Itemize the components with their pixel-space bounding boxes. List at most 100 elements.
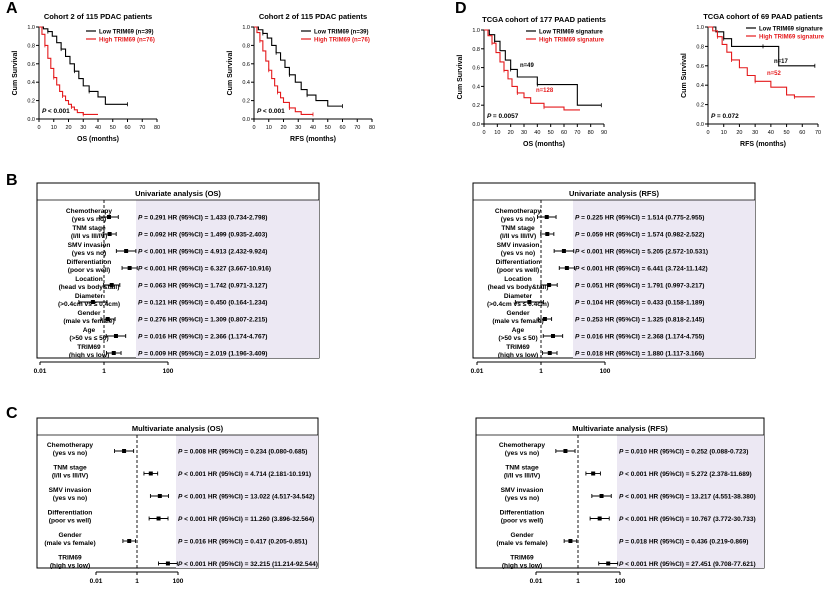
uni-os-hr-point [127, 266, 132, 270]
uni-rfs-hr-point [564, 266, 569, 270]
uni-os-hr-point [106, 215, 111, 219]
multi-rfs-row-variable: TNM stage [505, 465, 539, 472]
uni-rfs-row-stats: P = 0.059 HR (95%CI) = 1.574 (0.982-2.52… [575, 232, 704, 239]
km-os-tcga-xtick-label: 70 [574, 130, 580, 136]
multi-os-hr-point [165, 561, 170, 566]
multi-os-row-comparison: (yes vs no) [53, 450, 87, 457]
uni-rfs-row-stats: P = 0.225 HR (95%CI) = 1.514 (0.775-2.95… [575, 215, 704, 222]
km-os-115-xtick-label: 60 [124, 125, 130, 131]
km-rfs-115-xtick-label: 10 [266, 125, 272, 131]
uni-os-xtick-label: 1 [102, 368, 106, 375]
km-os-tcga-xtick-label: 90 [601, 130, 607, 136]
multi-rfs-row-stats: P < 0.001 HR (95%CI) = 5.272 (2.378-11.6… [619, 471, 752, 478]
uni-rfs-xtick-label: 1 [539, 368, 543, 375]
km-os-tcga-pvalue: P = 0.0057 [487, 113, 519, 120]
multi-rfs-row-comparison: (male vs female) [496, 540, 547, 547]
km-os-115-xtick-label: 30 [80, 125, 86, 131]
multi-os-row-stats: P = 0.008 HR (95%CI) = 0.234 (0.080-0.68… [178, 449, 307, 456]
uni-rfs-hr-point [527, 300, 532, 304]
km-os-115-pvalue: P < 0.001 [42, 108, 70, 115]
multi-rfs-hr-point [591, 471, 596, 476]
km-os-tcga-n-label-low: n=49 [520, 63, 535, 69]
uni-os-hr-point [124, 249, 129, 253]
uni-rfs-row-stats: P = 0.104 HR (95%CI) = 0.433 (0.158-1.18… [575, 300, 704, 307]
km-os-115-ylabel: Cum Survival [12, 51, 19, 96]
multi-os-xtick-label: 100 [173, 578, 184, 585]
km-os-tcga-ytick-label: 0.0 [472, 122, 480, 128]
multi-rfs-hr-point [606, 561, 611, 566]
uni-os-row-comparison: (head vs body&tail) [59, 284, 120, 291]
panel-label-b: B [6, 172, 18, 189]
uni-rfs-hr-point [550, 334, 555, 338]
uni-rfs-hr-point [547, 351, 552, 355]
uni-os-row-stats: P < 0.001 HR (95%CI) = 4.913 (2.432-9.92… [138, 249, 267, 256]
km-os-115-legend-label: High TRIM69 (n=76) [99, 38, 155, 44]
uni-os-hr-point [109, 283, 114, 287]
uni-rfs-row-stats: P = 0.051 HR (95%CI) = 1.791 (0.997-3.21… [575, 283, 704, 290]
uni-os-row-stats: P = 0.016 HR (95%CI) = 2.366 (1.174-4.76… [138, 334, 267, 341]
km-rfs-115-xtick-label: 80 [369, 125, 375, 131]
uni-os-row-variable: Age [83, 327, 96, 334]
multi-rfs-row-variable: TRIM69 [510, 555, 534, 562]
multi-os-xtick-label: 1 [135, 578, 139, 585]
km-rfs-115-xtick-label: 70 [354, 125, 360, 131]
multi-rfs-title: Multivariate analysis (RFS) [572, 424, 668, 433]
km-os-tcga-ytick-label: 1.0 [472, 28, 480, 34]
km-rfs-tcga-xtick-label: 70 [815, 130, 821, 136]
km-rfs-115-legend-label: High TRIM69 (n=76) [314, 38, 370, 44]
uni-os-hr-point [111, 351, 116, 355]
km-os-115-xtick-label: 70 [139, 125, 145, 131]
uni-os-row-comparison: (yes vs no) [72, 250, 106, 257]
km-os-115-ytick-label: 0.6 [27, 62, 35, 68]
uni-os-row-variable: Gender [77, 310, 101, 317]
km-rfs-115-ylabel: Cum Survival [227, 51, 234, 96]
km-os-115-xtick-label: 20 [65, 125, 71, 131]
km-os-tcga-xtick-label: 40 [534, 130, 540, 136]
uni-os-row-variable: Chemotherapy [66, 208, 112, 215]
uni-os-xtick-label: 0.01 [34, 368, 47, 375]
km-os-tcga-xtick-label: 20 [508, 130, 514, 136]
km-rfs-115-ytick-label: 0.4 [242, 80, 250, 86]
multi-os-row-variable: TNM stage [53, 465, 87, 472]
uni-rfs-xtick-label: 0.01 [471, 368, 484, 375]
multi-rfs-row-comparison: (poor vs well) [501, 518, 544, 525]
multi-os-row-variable: SMV invasion [49, 487, 92, 494]
km-rfs-115-ytick-label: 1.0 [242, 25, 250, 31]
km-os-tcga-ytick-label: 0.4 [472, 84, 480, 90]
km-os-tcga-xlabel: OS (months) [523, 141, 565, 148]
uni-rfs-row-comparison: (yes vs no) [501, 216, 535, 223]
uni-os-row-stats: P = 0.121 HR (95%CI) = 0.450 (0.164-1.23… [138, 300, 267, 307]
multi-os-row-stats: P < 0.001 HR (95%CI) = 32.215 (11.214-92… [178, 561, 318, 568]
uni-rfs-row-stats: P < 0.001 HR (95%CI) = 6.441 (3.724-11.1… [575, 266, 708, 273]
km-rfs-tcga-pvalue: P = 0.072 [711, 113, 739, 120]
multi-rfs-xtick-label: 1 [576, 578, 580, 585]
multi-os-xtick-label: 0.01 [90, 578, 103, 585]
multi-rfs-row-variable: Differentiation [500, 510, 545, 517]
uni-os-row-variable: TNM stage [72, 225, 106, 232]
km-os-115-ytick-label: 1.0 [27, 25, 35, 31]
multi-os-row-comparison: (male vs female) [44, 540, 95, 547]
km-rfs-tcga-n-label-low: n=17 [774, 59, 789, 65]
km-rfs-115-xtick-label: 30 [295, 125, 301, 131]
uni-os-xtick-label: 100 [163, 368, 174, 375]
uni-rfs-row-variable: Age [512, 327, 525, 334]
panel-label-d: D [455, 0, 467, 17]
multi-os-row-stats: P < 0.001 HR (95%CI) = 11.260 (3.896-32.… [178, 516, 314, 523]
km-os-tcga-xtick-label: 30 [521, 130, 527, 136]
uni-rfs-title: Univariate analysis (RFS) [569, 189, 660, 198]
km-rfs-115-ytick-label: 0.8 [242, 43, 250, 49]
km-os-tcga-xtick-label: 80 [588, 130, 594, 136]
uni-os-row-stats: P = 0.276 HR (95%CI) = 1.309 (0.807-2.21… [138, 317, 267, 324]
km-os-tcga-curve-low [484, 29, 602, 106]
panel-label-c: C [6, 405, 18, 422]
km-os-115-title: Cohort 2 of 115 PDAC patients [44, 12, 152, 21]
multi-rfs-xtick-label: 0.01 [530, 578, 543, 585]
uni-os-row-stats: P = 0.009 HR (95%CI) = 2.019 (1.196-3.40… [138, 351, 267, 358]
multi-os-row-variable: Differentiation [48, 510, 93, 517]
uni-rfs-row-variable: TRIM69 [506, 344, 530, 351]
km-rfs-tcga-legend-label: Low TRIM69 signature [759, 27, 823, 33]
uni-os-row-stats: P = 0.063 HR (95%CI) = 1.742 (0.971-3.12… [138, 283, 267, 290]
km-os-tcga-xtick-label: 60 [561, 130, 567, 136]
km-os-tcga-legend-label: Low TRIM69 signature [539, 30, 603, 36]
km-rfs-115-xtick-label: 50 [325, 125, 331, 131]
